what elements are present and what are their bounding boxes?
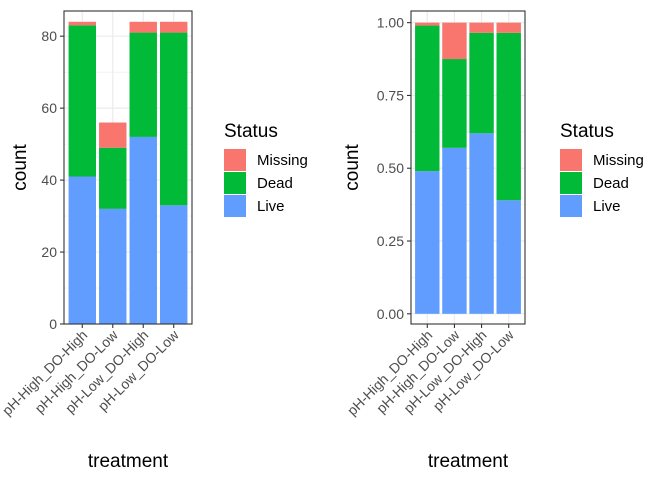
x-axis-title: treatment	[428, 451, 509, 472]
y-tick-label: 0	[49, 316, 57, 332]
y-tick-label: 20	[41, 244, 57, 260]
legend-key-dead	[560, 172, 582, 194]
y-tick-label: 80	[41, 28, 57, 44]
y-tick-label: 0.75	[377, 87, 404, 103]
bar-missing-3	[469, 22, 494, 33]
legend-key-live	[224, 195, 246, 217]
bar-missing-1	[415, 22, 440, 26]
bar-live-4	[496, 200, 521, 314]
x-axis-title: treatment	[88, 451, 169, 472]
legend-key-missing	[560, 149, 582, 171]
bar-live-2	[442, 147, 467, 314]
bar-missing-3	[129, 21, 157, 33]
legend-label-dead: Dead	[593, 175, 629, 192]
bar-live-1	[415, 171, 440, 314]
legend-label-missing: Missing	[257, 152, 308, 169]
bar-dead-1	[415, 25, 440, 172]
chart-panel-2: 0.000.250.500.751.00pH-High_DO-HighpH-Hi…	[342, 10, 644, 472]
bar-dead-1	[68, 25, 96, 177]
y-axis-title: count	[10, 144, 31, 191]
bar-missing-2	[442, 22, 467, 60]
y-tick-label: 60	[41, 100, 57, 116]
chart-panel-1: 020406080pH-High_DO-HighpH-High_DO-LowpH…	[0, 10, 308, 472]
y-tick-label: 1.00	[377, 15, 404, 31]
bar-dead-4	[496, 32, 521, 201]
legend-key-live	[560, 195, 582, 217]
bar-live-4	[160, 205, 188, 324]
legend: Status Missing Dead Live	[224, 121, 308, 217]
legend-key-dead	[224, 172, 246, 194]
plot-border	[410, 10, 526, 325]
bar-dead-3	[469, 32, 494, 134]
y-tick-label: 40	[41, 172, 57, 188]
bar-missing-1	[68, 21, 96, 26]
bar-dead-2	[442, 59, 467, 148]
y-tick-label: 0.25	[377, 233, 404, 249]
bar-missing-2	[99, 122, 127, 148]
bar-dead-2	[99, 147, 127, 209]
legend-title: Status	[224, 121, 278, 142]
bar-missing-4	[496, 22, 521, 33]
y-axis-title: count	[342, 144, 363, 191]
legend: Status Missing Dead Live	[560, 121, 644, 217]
bar-live-3	[129, 136, 157, 324]
legend-key-missing	[224, 149, 246, 171]
y-tick-label: 0.00	[377, 306, 404, 322]
bar-dead-4	[160, 32, 188, 206]
legend-label-dead: Dead	[257, 175, 293, 192]
plot-border	[63, 10, 193, 325]
bar-missing-4	[160, 21, 188, 33]
bar-dead-3	[129, 32, 157, 137]
bar-live-2	[99, 208, 127, 324]
y-tick-label: 0.50	[377, 160, 404, 176]
legend-label-live: Live	[593, 198, 621, 215]
bar-live-3	[469, 133, 494, 314]
legend-title: Status	[560, 121, 614, 142]
legend-label-live: Live	[257, 198, 285, 215]
bar-live-1	[68, 176, 96, 324]
legend-label-missing: Missing	[593, 152, 644, 169]
